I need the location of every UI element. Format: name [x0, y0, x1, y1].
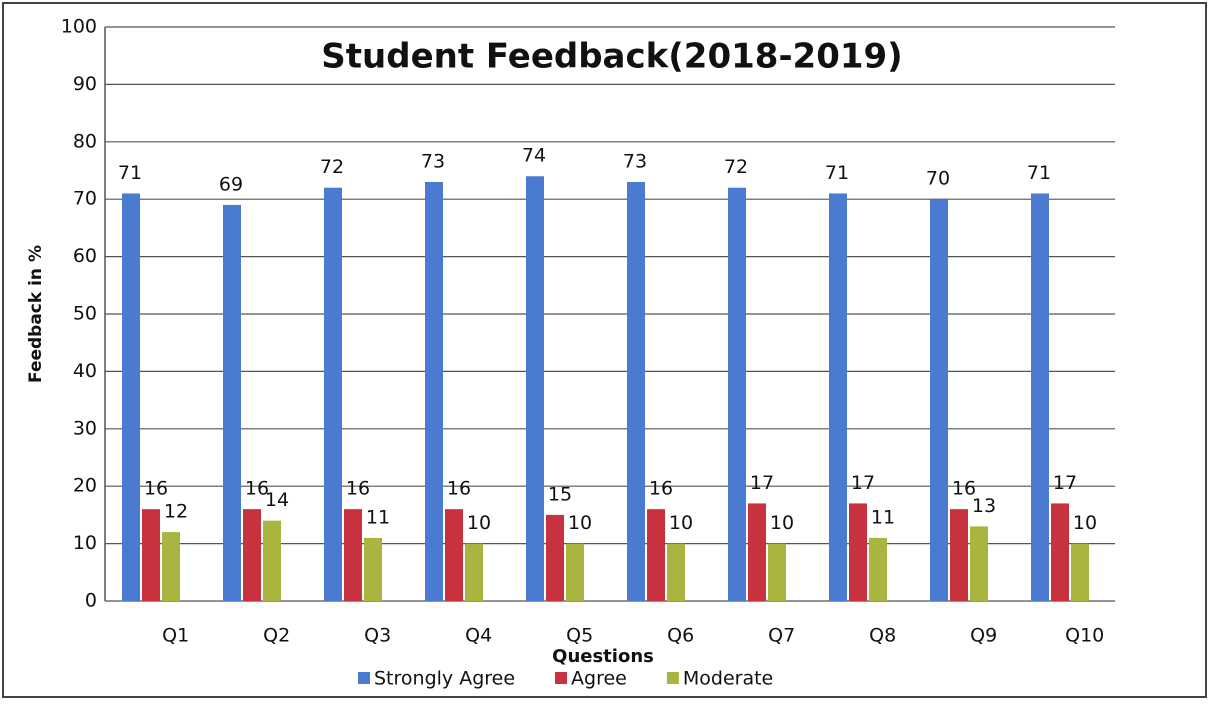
bar [465, 543, 483, 601]
bar [526, 176, 544, 602]
y-tick-label: 70 [73, 188, 97, 210]
chart-title: Student Feedback(2018-2019) [321, 37, 902, 77]
bar [566, 543, 584, 601]
bar [263, 520, 281, 601]
legend-label: Agree [571, 668, 627, 690]
bar [849, 503, 867, 601]
y-tick-label: 30 [73, 417, 97, 439]
bar [748, 503, 766, 601]
data-label: 16 [144, 478, 168, 500]
x-tick-label: Q2 [263, 625, 290, 647]
y-tick-label: 80 [73, 130, 97, 152]
bar [970, 526, 988, 601]
data-label: 16 [649, 478, 673, 500]
data-label: 14 [265, 489, 289, 511]
bar [445, 509, 463, 601]
data-label: 12 [164, 501, 188, 523]
y-tick-label: 0 [85, 590, 97, 612]
y-tick-label: 60 [73, 245, 97, 267]
bar [344, 509, 362, 601]
legend-swatch [555, 672, 568, 684]
bar [728, 187, 746, 601]
x-tick-label: Q1 [162, 625, 189, 647]
data-label: 74 [522, 145, 546, 167]
legend-label: Strongly Agree [374, 668, 515, 690]
data-label: 10 [1073, 512, 1097, 534]
data-label: 73 [421, 150, 445, 172]
bar [667, 543, 685, 601]
data-label: 16 [346, 478, 370, 500]
y-tick-label: 40 [73, 360, 97, 382]
data-label: 15 [548, 483, 572, 505]
bar [950, 509, 968, 601]
data-label: 10 [568, 512, 592, 534]
data-label: 17 [750, 472, 774, 494]
x-axis-title: Questions [552, 646, 654, 667]
bar [324, 187, 342, 601]
data-label: 16 [447, 478, 471, 500]
x-tick-label: Q6 [667, 625, 694, 647]
data-label: 71 [1027, 162, 1051, 184]
bar [1051, 503, 1069, 601]
data-label: 17 [1053, 472, 1077, 494]
y-tick-label: 10 [73, 532, 97, 554]
bar [1031, 193, 1049, 601]
bar [546, 514, 564, 601]
data-label: 70 [926, 168, 950, 190]
bar [647, 509, 665, 601]
data-label: 11 [366, 506, 390, 528]
x-tick-label: Q3 [364, 625, 391, 647]
x-tick-label: Q7 [768, 625, 795, 647]
y-axis-title: Feedback in % [26, 245, 46, 383]
data-label: 16 [245, 478, 269, 500]
bar [425, 181, 443, 602]
data-label: 10 [669, 512, 693, 534]
data-label: 73 [623, 150, 647, 172]
y-tick-label: 100 [61, 16, 97, 38]
x-tick-label: Q10 [1065, 625, 1104, 647]
x-tick-label: Q5 [566, 625, 593, 647]
legend-label: Moderate [683, 668, 773, 690]
bar [142, 509, 160, 601]
data-label: 10 [770, 512, 794, 534]
data-label: 17 [851, 472, 875, 494]
bar [930, 199, 948, 601]
bar [627, 181, 645, 602]
bar [122, 193, 140, 601]
bar [869, 537, 887, 601]
data-label: 71 [825, 162, 849, 184]
x-tick-label: Q9 [970, 625, 997, 647]
x-tick-label: Q8 [869, 625, 896, 647]
data-label: 72 [724, 156, 748, 178]
y-tick-label: 20 [73, 475, 97, 497]
y-tick-label: 90 [73, 73, 97, 95]
data-label: 10 [467, 512, 491, 534]
bar [162, 532, 180, 601]
data-label: 13 [972, 495, 996, 517]
data-label: 16 [952, 478, 976, 500]
bar [223, 204, 241, 601]
y-tick-label: 50 [73, 303, 97, 325]
bar [829, 193, 847, 601]
legend-swatch [666, 672, 679, 684]
data-label: 69 [219, 173, 243, 195]
x-tick-label: Q4 [465, 625, 492, 647]
bar [768, 543, 786, 601]
legend-swatch [358, 672, 370, 684]
bar [364, 537, 382, 601]
bar [243, 509, 261, 601]
data-label: 11 [871, 506, 895, 528]
data-label: 71 [118, 162, 142, 184]
bar [1071, 543, 1089, 601]
data-label: 72 [320, 156, 344, 178]
